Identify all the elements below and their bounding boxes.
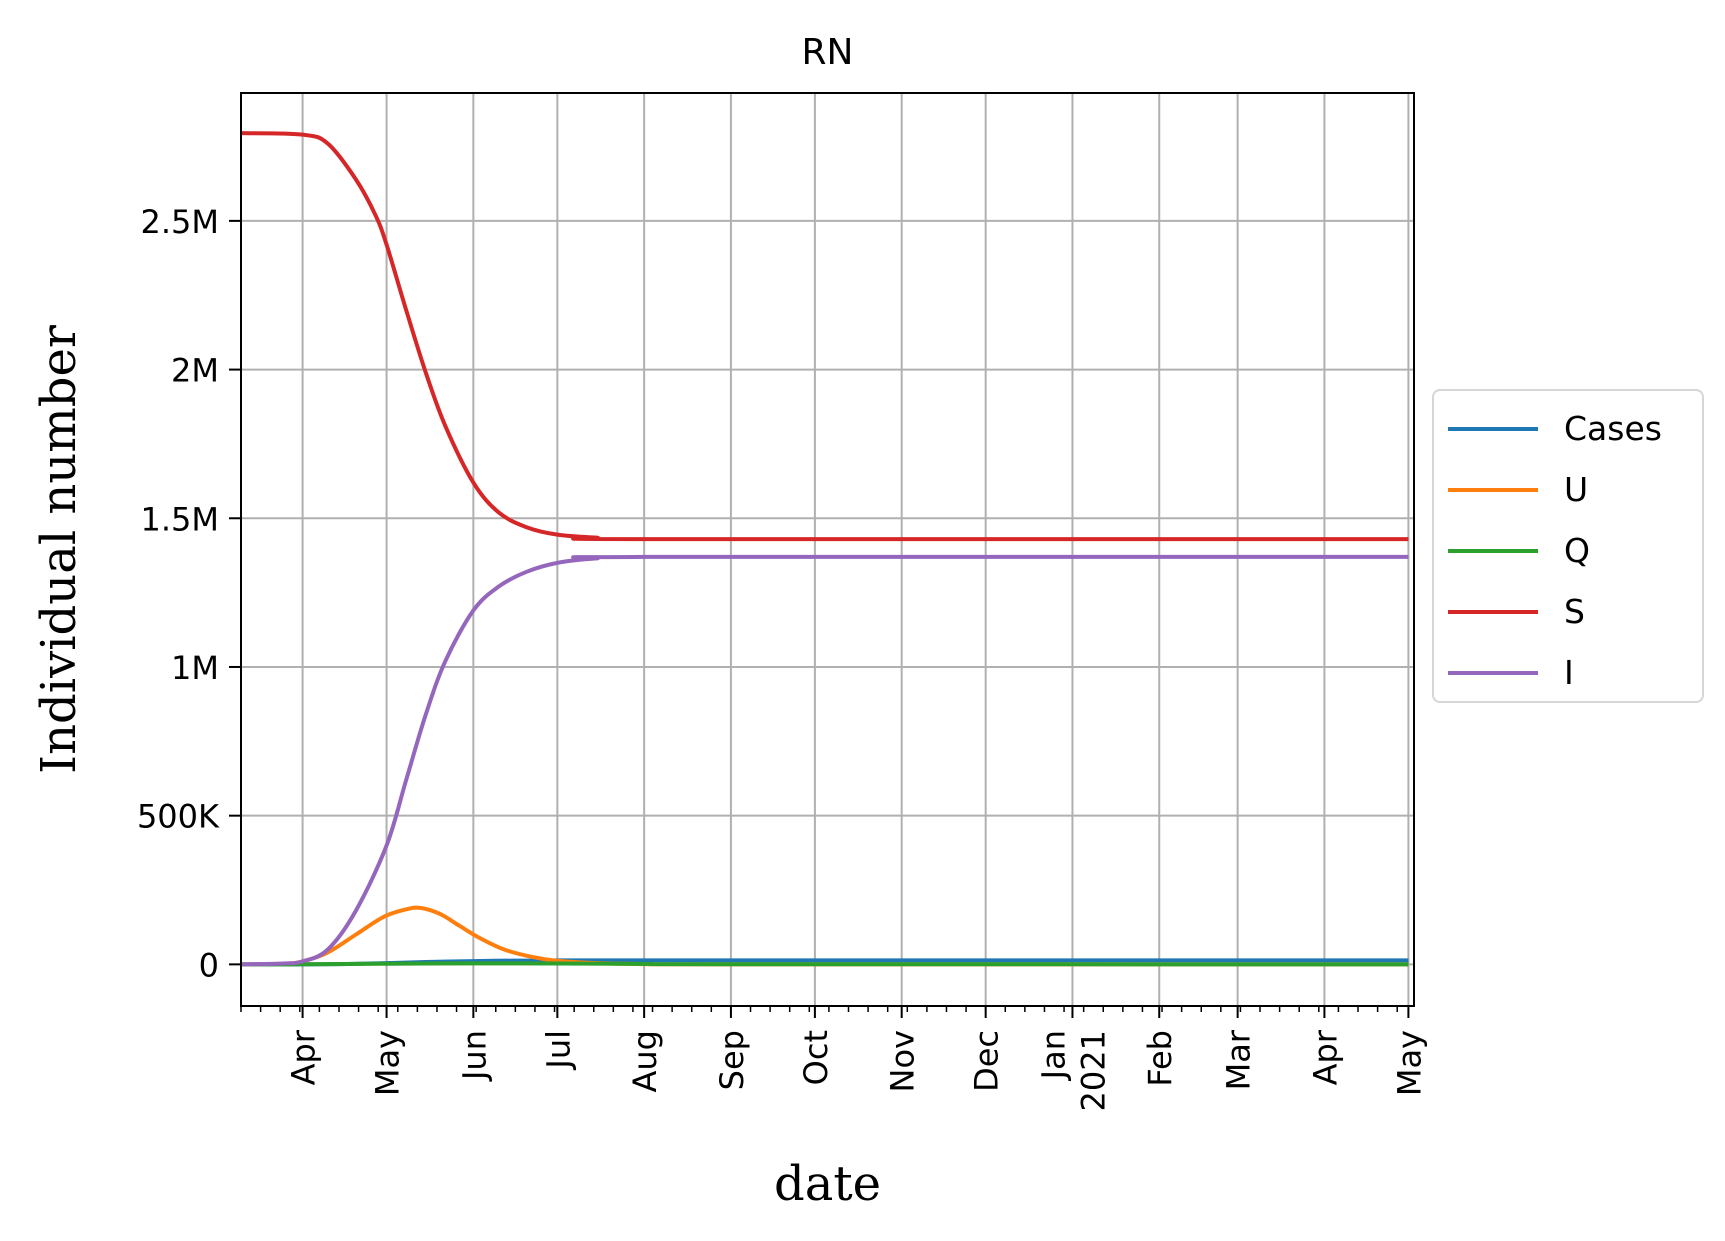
legend-item-s: S: [1434, 592, 1702, 632]
legend-item-cases: Cases: [1434, 409, 1702, 449]
legend: Cases U Q S I: [1432, 389, 1704, 703]
x-tick-label: Jul: [539, 1030, 577, 1071]
x-tick-label: Apr: [1306, 1029, 1344, 1085]
legend-label: U: [1564, 470, 1589, 509]
legend-swatch: [1448, 671, 1538, 675]
y-tick-label: 1M: [171, 649, 219, 687]
legend-item-q: Q: [1434, 531, 1702, 571]
legend-label: S: [1564, 592, 1585, 631]
legend-label: I: [1564, 653, 1574, 692]
y-tick-label: 500K: [137, 798, 220, 836]
x-tick-label: Aug: [626, 1030, 664, 1092]
legend-swatch: [1448, 488, 1538, 492]
y-tick-label: 1.5M: [141, 500, 220, 538]
legend-swatch: [1448, 427, 1538, 431]
series-layer: [240, 131, 1409, 967]
x-axis: Apr May Jun Jul Aug Sep Oct Nov Dec Jan 2021 Feb Mar…: [240, 1006, 1428, 1111]
legend-swatch: [1448, 610, 1538, 614]
legend-item-i: I: [1434, 653, 1702, 693]
y-tick-label: 2.5M: [141, 203, 220, 241]
x-tick-label: May: [369, 1030, 407, 1096]
chart-title: RN: [802, 32, 854, 73]
series-line-i: [240, 554, 1409, 967]
x-tick-label: Sep: [713, 1030, 751, 1090]
y-axis: 0 500K 1M 1.5M 2M 2.5M: [137, 203, 241, 984]
legend-label: Cases: [1564, 409, 1662, 448]
x-tick-label: Jan: [1034, 1030, 1072, 1081]
x-tick-label: Apr: [285, 1029, 323, 1085]
x-tick-label: Nov: [884, 1030, 922, 1092]
series-line-u: [240, 905, 1409, 967]
legend-item-u: U: [1434, 470, 1702, 510]
x-tick-label: Oct: [797, 1030, 835, 1085]
x-axis-label: date: [774, 1156, 881, 1212]
y-tick-label: 2M: [171, 352, 219, 390]
plot-frame: [240, 92, 1415, 1007]
x-tick-label: Dec: [968, 1030, 1006, 1092]
grid: [241, 93, 1414, 1006]
x-tick-label: Feb: [1141, 1030, 1179, 1087]
y-axis-label: Individual number: [31, 325, 87, 774]
y-tick-label: 0: [199, 946, 219, 984]
legend-swatch: [1448, 549, 1538, 553]
series-line-q: [240, 961, 1409, 967]
series-line-s: [240, 131, 1409, 542]
x-tick-label: May: [1390, 1030, 1428, 1096]
legend-label: Q: [1564, 531, 1590, 570]
x-tick-label: Mar: [1220, 1029, 1258, 1090]
x-tick-label: 2021: [1074, 1030, 1112, 1111]
x-tick-label: Jun: [455, 1030, 493, 1082]
